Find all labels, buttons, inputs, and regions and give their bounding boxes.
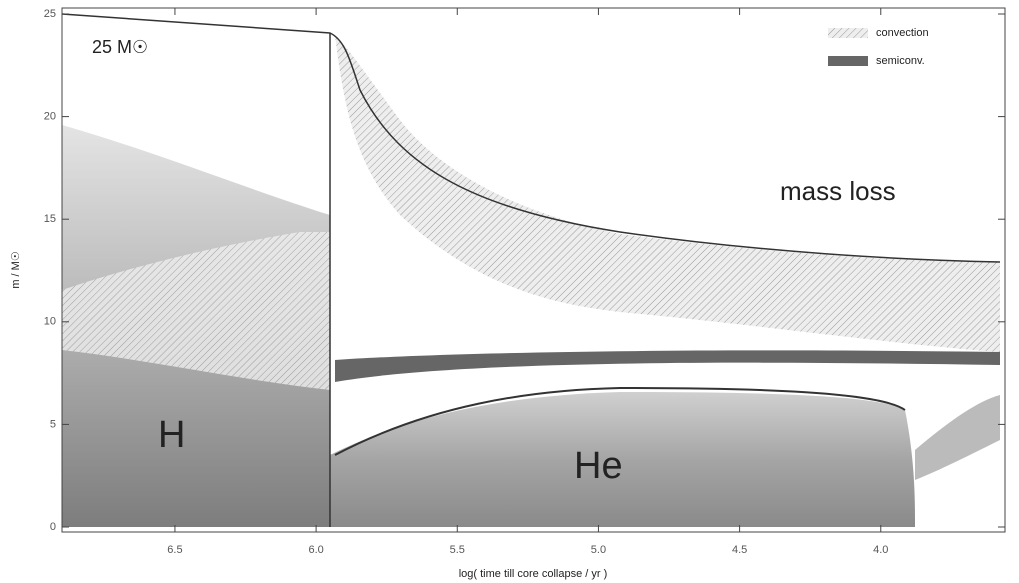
y-tick-label: 0 — [50, 521, 56, 533]
x-axis-label: log( time till core collapse / yr ) — [459, 568, 608, 580]
legend: convection semiconv. — [828, 27, 929, 67]
annotation: 25 M☉ — [92, 37, 148, 57]
frame — [61, 7, 1006, 533]
legend-swatch — [828, 56, 868, 66]
annotation: H — [158, 414, 185, 456]
y-tick-label: 25 — [44, 8, 56, 20]
legend-swatch — [828, 28, 868, 38]
y-axis-label: m / M☉ — [10, 251, 22, 288]
legend-label: semiconv. — [876, 55, 925, 67]
annotation: mass loss — [780, 176, 896, 206]
x-tick-label: 4.0 — [873, 544, 888, 556]
x-tick-label: 5.0 — [591, 544, 606, 556]
legend-label: convection — [876, 27, 929, 39]
y-tick-label: 5 — [50, 418, 56, 430]
x-tick-label: 5.5 — [450, 544, 465, 556]
y-tick-label: 20 — [44, 111, 56, 123]
x-tick-label: 6.0 — [308, 544, 323, 556]
y-tick-label: 10 — [44, 316, 56, 328]
regions — [61, 13, 1001, 527]
x-tick-label: 6.5 — [167, 544, 182, 556]
annotation: He — [574, 445, 623, 487]
y-tick-label: 15 — [44, 213, 56, 225]
x-tick-label: 4.5 — [732, 544, 747, 556]
